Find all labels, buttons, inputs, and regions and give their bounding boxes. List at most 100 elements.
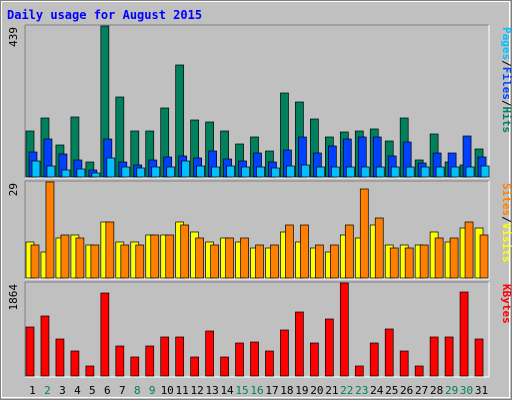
x-tick-label: 8 [134, 384, 141, 397]
bar-sites-day-16 [255, 244, 264, 279]
bar-sites-day-10 [165, 234, 175, 279]
bar-pages-day-4 [76, 168, 86, 178]
bar-sites-day-7 [120, 244, 130, 279]
bar-pages-day-20 [316, 166, 325, 178]
bar-pages-day-14 [226, 165, 235, 178]
bar-sites-day-27 [419, 244, 429, 279]
chart-panels: 439 Pages/Files/Hits 29 Sites/Visits 1864 KBy… [7, 24, 512, 378]
legend-part: / [500, 100, 512, 107]
x-tick-label: 20 [310, 384, 323, 397]
bar-sites-day-21 [330, 244, 339, 279]
bar-kbytes-day-4 [70, 350, 80, 377]
bar-pages-day-26 [405, 166, 415, 178]
bar-sites-day-22 [344, 224, 354, 279]
bar-pages-day-31 [480, 165, 490, 178]
panel-kbytes: 1864 KBytes [7, 281, 512, 378]
bar-kbytes-day-13 [205, 330, 214, 377]
bar-sites-day-11 [180, 224, 190, 279]
legend-label-hits: Pages/Files/Hits [500, 27, 512, 133]
bar-pages-day-21 [331, 166, 340, 178]
x-tick-label: 1 [29, 384, 36, 397]
bar-pages-day-13 [211, 166, 220, 178]
panel-hits: 439 Pages/Files/Hits [7, 24, 512, 179]
bar-kbytes-day-31 [474, 338, 484, 377]
bar-kbytes-day-20 [310, 342, 319, 377]
series-pages [31, 157, 490, 178]
bar-kbytes-day-25 [384, 328, 394, 377]
bar-pages-day-8 [136, 167, 146, 178]
x-tick-label: 16 [250, 384, 263, 397]
bar-sites-day-19 [300, 224, 309, 279]
legend-part: Pages [500, 27, 512, 60]
bar-pages-day-7 [121, 166, 131, 178]
legend-label-visits: Sites/Visits [500, 183, 512, 263]
x-tick-label: 12 [191, 384, 204, 397]
bar-kbytes-day-19 [295, 311, 304, 377]
bar-sites-day-29 [449, 237, 459, 279]
bar-pages-day-23 [360, 166, 370, 178]
bar-kbytes-day-11 [175, 336, 185, 377]
bar-sites-day-23 [359, 188, 369, 279]
bar-sites-day-31 [479, 234, 489, 279]
bar-pages-day-22 [345, 166, 355, 178]
x-tick-label: 9 [149, 384, 156, 397]
bar-kbytes-day-28 [429, 336, 439, 377]
bar-pages-day-18 [286, 165, 295, 178]
bar-pages-day-25 [390, 166, 400, 178]
x-tick-label: 6 [104, 384, 111, 397]
bar-kbytes-day-26 [399, 350, 409, 377]
bar-sites-day-18 [285, 224, 294, 279]
bar-pages-day-3 [61, 169, 71, 178]
series-sites [30, 181, 489, 279]
x-tick-label: 22 [340, 384, 353, 397]
bar-sites-day-20 [315, 244, 324, 279]
chart-title: Daily usage for August 2015 [7, 8, 202, 22]
bar-sites-day-24 [374, 217, 384, 279]
x-tick-label: 24 [370, 384, 384, 397]
bar-pages-day-2 [46, 165, 56, 178]
y-max-label-kbytes: 1864 [7, 284, 20, 311]
bar-kbytes-day-22 [339, 282, 349, 377]
x-tick-label: 23 [355, 384, 368, 397]
bar-kbytes-day-29 [444, 336, 454, 377]
bar-sites-day-8 [135, 244, 145, 279]
bar-kbytes-day-18 [280, 329, 289, 377]
bar-pages-day-6 [106, 157, 116, 178]
x-tick-label: 5 [89, 384, 96, 397]
bar-pages-day-15 [241, 166, 250, 178]
bar-pages-day-1 [31, 160, 41, 178]
bar-pages-day-11 [181, 160, 191, 178]
x-tick-label: 18 [280, 384, 293, 397]
bar-sites-day-28 [434, 237, 444, 279]
bar-sites-day-3 [60, 234, 70, 279]
bar-kbytes-day-3 [55, 338, 65, 377]
legend-part: Sites [500, 183, 512, 216]
bar-kbytes-day-10 [160, 336, 170, 377]
bar-sites-day-1 [30, 244, 40, 279]
bar-kbytes-day-16 [250, 341, 259, 377]
x-tick-label: 11 [176, 384, 189, 397]
bar-sites-day-4 [75, 237, 85, 279]
x-tick-label: 31 [475, 384, 488, 397]
bar-pages-day-5 [91, 172, 101, 178]
bar-kbytes-day-30 [459, 291, 469, 377]
x-tick-label: 25 [385, 384, 398, 397]
bar-kbytes-day-15 [235, 342, 244, 377]
x-tick-label: 30 [460, 384, 473, 397]
legend-part: / [500, 60, 512, 67]
series-kbytes [25, 282, 484, 377]
legend-part: Hits [500, 107, 512, 134]
bar-kbytes-day-12 [190, 356, 199, 377]
x-tick-label: 28 [430, 384, 443, 397]
bar-kbytes-day-9 [145, 345, 155, 377]
x-tick-label: 13 [205, 384, 218, 397]
bar-sites-day-25 [389, 247, 399, 279]
bar-sites-day-5 [90, 244, 100, 279]
bar-pages-day-27 [420, 166, 430, 178]
y-max-label-visits: 29 [7, 183, 20, 196]
bar-sites-day-9 [150, 234, 160, 279]
bar-kbytes-day-24 [369, 342, 379, 377]
bar-kbytes-day-23 [354, 365, 364, 377]
x-tick-label: 17 [265, 384, 278, 397]
